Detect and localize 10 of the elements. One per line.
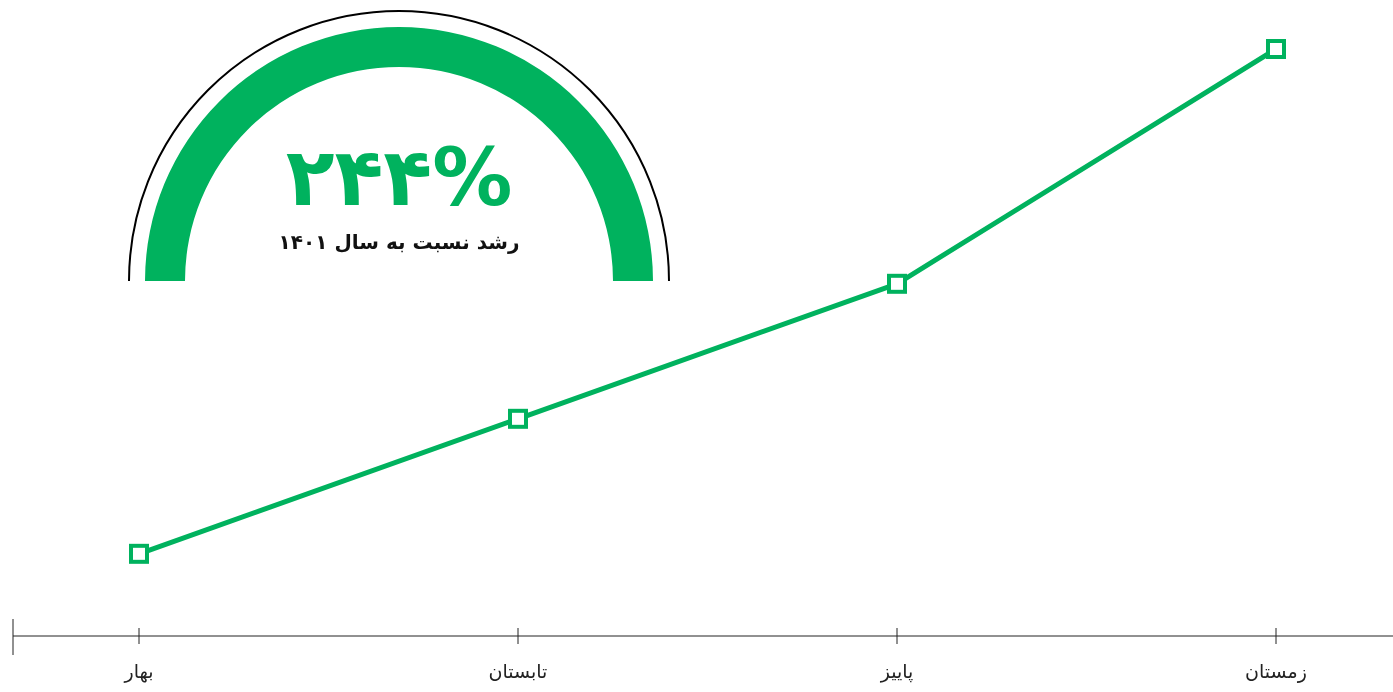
x-tick-label: تابستان [488,660,548,682]
x-tick-label: پاییز [879,660,914,683]
annotation: رشد نسبت به سال ۱۴۰۱ [278,230,520,254]
x-tick-label: بهار [123,660,154,683]
x-tick-label: زمستان [1245,660,1307,683]
point [887,273,907,294]
annotation: ۲۴۴% [285,131,513,224]
point [508,408,528,429]
point [1266,39,1286,59]
point [129,543,149,564]
